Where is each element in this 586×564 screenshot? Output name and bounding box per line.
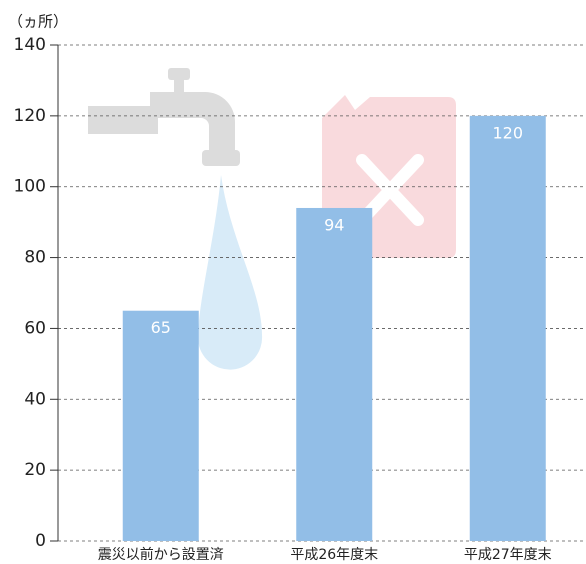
x-tick-label: 平成26年度末	[290, 547, 378, 563]
y-tick-label: 60	[24, 318, 46, 338]
bar	[296, 207, 373, 541]
bar	[122, 310, 199, 541]
value-label: 94	[324, 215, 344, 234]
y-tick-label: 80	[24, 248, 46, 268]
faucet-icon	[88, 68, 240, 166]
y-tick-label: 40	[24, 389, 46, 409]
y-axis-label: （ヵ所）	[8, 13, 68, 31]
x-tick-label: 震災以前から設置済	[98, 546, 224, 563]
y-tick-label: 120	[14, 106, 46, 126]
y-tick-label: 0	[35, 531, 46, 551]
y-tick-label: 20	[24, 460, 46, 480]
y-tick-label: 140	[14, 35, 46, 55]
y-tick-label: 100	[14, 177, 46, 197]
x-tick-label: 平成27年度末	[464, 547, 552, 563]
bar	[469, 115, 546, 541]
value-label: 120	[492, 123, 523, 142]
drop-icon	[198, 175, 263, 370]
value-label: 65	[151, 318, 171, 337]
